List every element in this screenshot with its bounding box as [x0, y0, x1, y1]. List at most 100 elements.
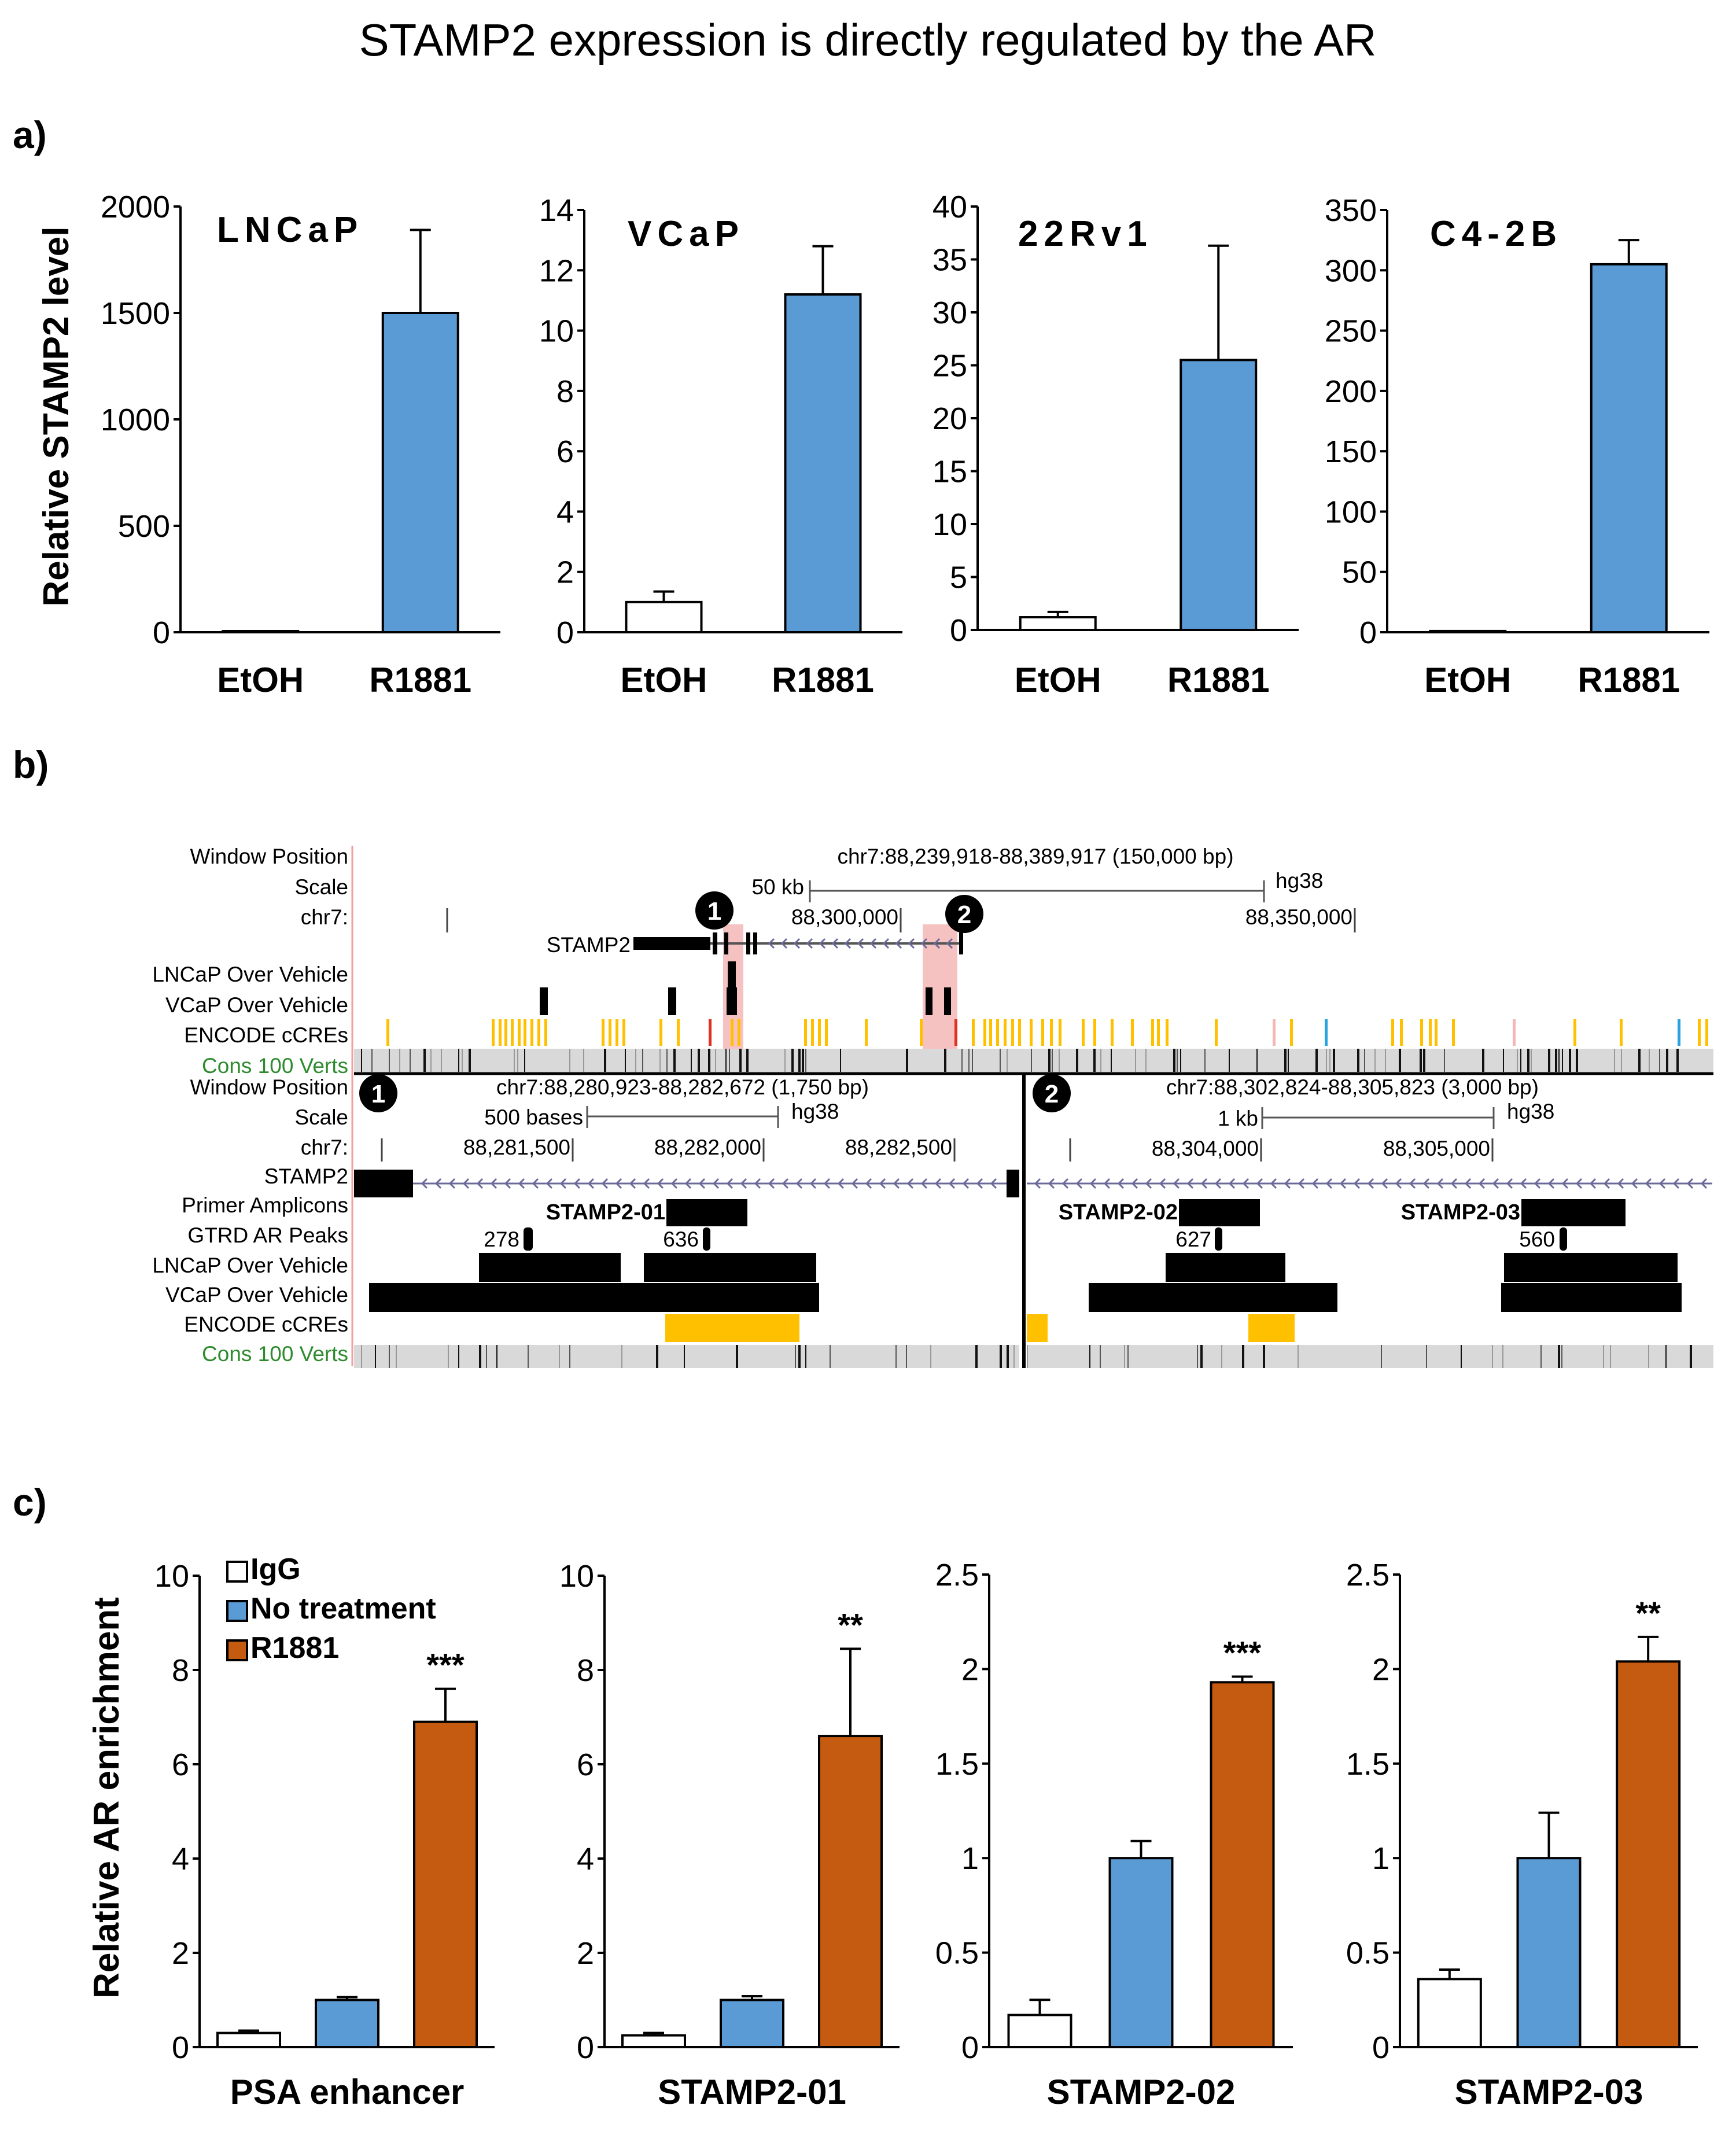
strand-arrow [546, 1178, 553, 1189]
strand-arrow [643, 1178, 650, 1189]
cons-mark [840, 1049, 841, 1072]
ccre-mark [1050, 1019, 1053, 1046]
cons-mark [895, 1345, 897, 1368]
chart-title: 22Rv1 [1018, 214, 1153, 254]
cons-mark [1221, 1345, 1222, 1368]
cons-mark [528, 1345, 529, 1368]
vcap-peak-2 [727, 987, 737, 1015]
ccre-mark [1391, 1019, 1394, 1046]
cons-mark [396, 1345, 397, 1368]
strand-arrow [1645, 1178, 1652, 1189]
strand-arrow [421, 1178, 428, 1189]
zoom1-peak-1 [524, 1227, 533, 1251]
strand-arrow [1117, 1178, 1125, 1189]
cons-mark [1482, 1049, 1484, 1072]
strand-arrow [1061, 1178, 1069, 1189]
cons-mark [458, 1345, 459, 1368]
cons-mark [698, 1049, 700, 1072]
legend-label-igg: IgG [250, 1553, 301, 1586]
cons-mark [1000, 1345, 1002, 1368]
top-assembly: hg38 [1276, 869, 1323, 893]
ccre-mark [1004, 1019, 1007, 1046]
significance-label: ** [1635, 1595, 1661, 1631]
strand-arrow [1311, 1178, 1319, 1189]
cons-mark [1093, 1049, 1096, 1072]
cons-mark [656, 1345, 658, 1368]
strand-arrow [893, 1178, 900, 1189]
y-tick-label: 0 [950, 613, 967, 648]
strand-arrow [782, 1178, 789, 1189]
marker-2-zoom [1033, 1074, 1071, 1112]
category-label: R1881 [772, 661, 874, 699]
cons-mark [1127, 1345, 1129, 1368]
ccre-mark [1093, 1019, 1096, 1046]
strand-arrow [1506, 1178, 1513, 1189]
ccre-mark [1290, 1019, 1293, 1046]
zoom1-gene-arrows [421, 1178, 997, 1189]
top-coord-2: 88,350,000 [1245, 905, 1352, 929]
strand-arrow [1270, 1178, 1277, 1189]
y-tick-label: 10 [539, 314, 574, 349]
cons-mark [1263, 1345, 1265, 1368]
ccre-mark [954, 1019, 957, 1046]
y-tick-label: 0 [1359, 615, 1377, 650]
zoom-region-1: 1 chr7:88,280,923-88,282,672 (1,750 bp) … [354, 1074, 1019, 1368]
track-label-cons: Cons 100 Verts [202, 1054, 348, 1078]
ccre-mark [602, 1019, 605, 1046]
zoom1-ccre [665, 1314, 799, 1342]
y-tick-label: 4 [556, 495, 574, 529]
zoom2-peak-label-2: 560 [1519, 1227, 1555, 1251]
ccre-mark [622, 1019, 625, 1046]
vcap-peak-1 [668, 987, 676, 1015]
ccre-mark [1705, 1019, 1708, 1046]
strand-arrow [933, 938, 941, 949]
strand-arrow [698, 1178, 706, 1189]
chart-stamp2-03: 0 0.5 1 1.5 2 2.5 ** STAMP2-03 [1346, 1558, 1698, 2111]
cons-mark [1000, 1049, 1001, 1072]
strand-arrow [490, 1178, 497, 1189]
y-tick-label: 6 [172, 1747, 189, 1782]
top-gene-label: STAMP2 [547, 933, 631, 957]
category-label: EtOH [217, 661, 304, 699]
strand-arrow [1534, 1178, 1541, 1189]
ccre-mark [996, 1019, 999, 1046]
legend-c: IgG No treatment R1881 [226, 1553, 436, 1665]
zoom2-coord-2: 88,305,000 [1383, 1137, 1490, 1160]
ccre-mark [544, 1019, 547, 1046]
cons-mark [1197, 1345, 1198, 1368]
ccre-mark [492, 1019, 495, 1046]
ccre-mark [1620, 1019, 1623, 1046]
ccre-mark [1678, 1019, 1680, 1046]
cons-mark [441, 1049, 442, 1072]
y-tick-label: 2 [1372, 1652, 1389, 1687]
cons-mark [691, 1049, 692, 1072]
chart-22rv1: 0 5 10 15 20 25 30 35 40 22Rv1 EtOH R1881 [932, 190, 1299, 699]
ccre-mark [972, 1019, 975, 1046]
gene-exon-4 [959, 932, 963, 954]
ccre-mark [811, 1019, 814, 1046]
cons-mark [496, 1345, 497, 1368]
y-tick-label: 6 [556, 434, 574, 469]
y-tick-label: 0 [153, 615, 170, 650]
cons-mark [1100, 1345, 1101, 1368]
cons-mark [746, 1049, 749, 1072]
ccre-mark [709, 1019, 712, 1046]
strand-arrow [587, 1178, 595, 1189]
bar [1516, 1857, 1582, 2048]
bar [1429, 629, 1507, 634]
zoom2-peak-2 [1560, 1227, 1567, 1251]
strand-arrow [657, 1178, 664, 1189]
ccre-mark [499, 1019, 502, 1046]
strand-arrow [476, 1178, 484, 1189]
marker-2-zoom-label: 2 [1045, 1080, 1059, 1108]
legend-label-no-treatment: No treatment [250, 1592, 436, 1625]
cons-mark [1052, 1049, 1053, 1072]
cons-mark [1111, 1049, 1112, 1072]
cons-mark [791, 1049, 794, 1072]
zoom2-amplicon-1 [1179, 1199, 1260, 1226]
cons-mark [1200, 1345, 1203, 1368]
ccre-mark [825, 1019, 828, 1046]
zoom1-position: chr7:88,280,923-88,282,672 (1,750 bp) [496, 1075, 869, 1099]
strand-arrow [1131, 1178, 1138, 1189]
strand-arrow [1214, 1178, 1222, 1189]
